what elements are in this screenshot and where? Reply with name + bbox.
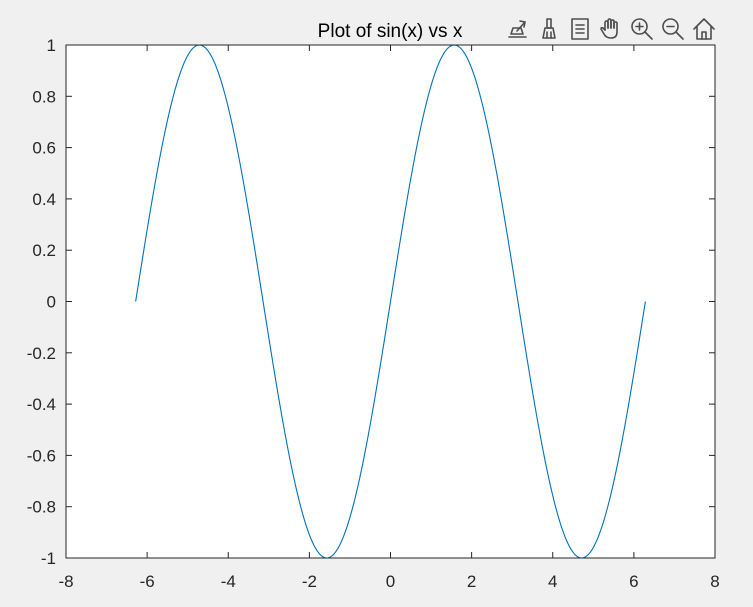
home-button[interactable] [689, 14, 719, 44]
brush-button[interactable] [534, 14, 564, 44]
pan-hand-icon [600, 18, 618, 39]
y-tick-label: -1 [41, 549, 56, 568]
y-tick-label: 0.8 [32, 87, 56, 106]
pan-button[interactable] [596, 14, 626, 44]
zoom-out-icon [662, 18, 684, 40]
y-tick-label: 1 [47, 36, 56, 55]
export-icon [508, 20, 527, 38]
zoom-in-button[interactable] [627, 14, 657, 44]
x-tick-label: -4 [221, 572, 236, 591]
x-tick-label: -6 [140, 572, 155, 591]
chart-title: Plot of sin(x) vs x [318, 21, 463, 42]
zoom-out-button[interactable] [658, 14, 688, 44]
x-tick-label: 8 [710, 572, 719, 591]
y-tick-label: -0.2 [27, 344, 56, 363]
x-tick-label: 0 [386, 572, 395, 591]
axes-box [65, 44, 716, 559]
y-tick-label: 0.4 [32, 190, 56, 209]
export-button[interactable] [503, 14, 533, 44]
x-tick-label: 4 [548, 572, 557, 591]
x-tick-label: 6 [629, 572, 638, 591]
x-tick-label: -2 [302, 572, 317, 591]
y-tick-label: 0.6 [32, 139, 56, 158]
x-tick-label: -8 [58, 572, 73, 591]
datatip-icon [571, 18, 589, 40]
datatip-button[interactable] [565, 14, 595, 44]
sine-series-line[interactable] [135, 44, 646, 559]
zoom-in-icon [631, 18, 653, 40]
home-icon [693, 18, 715, 40]
brush-icon [542, 18, 556, 39]
x-tick-label: 2 [467, 572, 476, 591]
y-tick-label: 0 [47, 293, 56, 312]
y-tick-label: -0.4 [27, 395, 56, 414]
y-tick-label: 0.2 [32, 241, 56, 260]
axes-toolbar [503, 14, 719, 44]
y-tick-label: -0.6 [27, 446, 56, 465]
y-tick-label: -0.8 [27, 498, 56, 517]
tick-labels: -8 -6 -4 -2 0 2 4 6 8 -1 -0.8 -0.6 -0.4 -0.2 0 0.2 0.4 0.… [27, 36, 720, 591]
